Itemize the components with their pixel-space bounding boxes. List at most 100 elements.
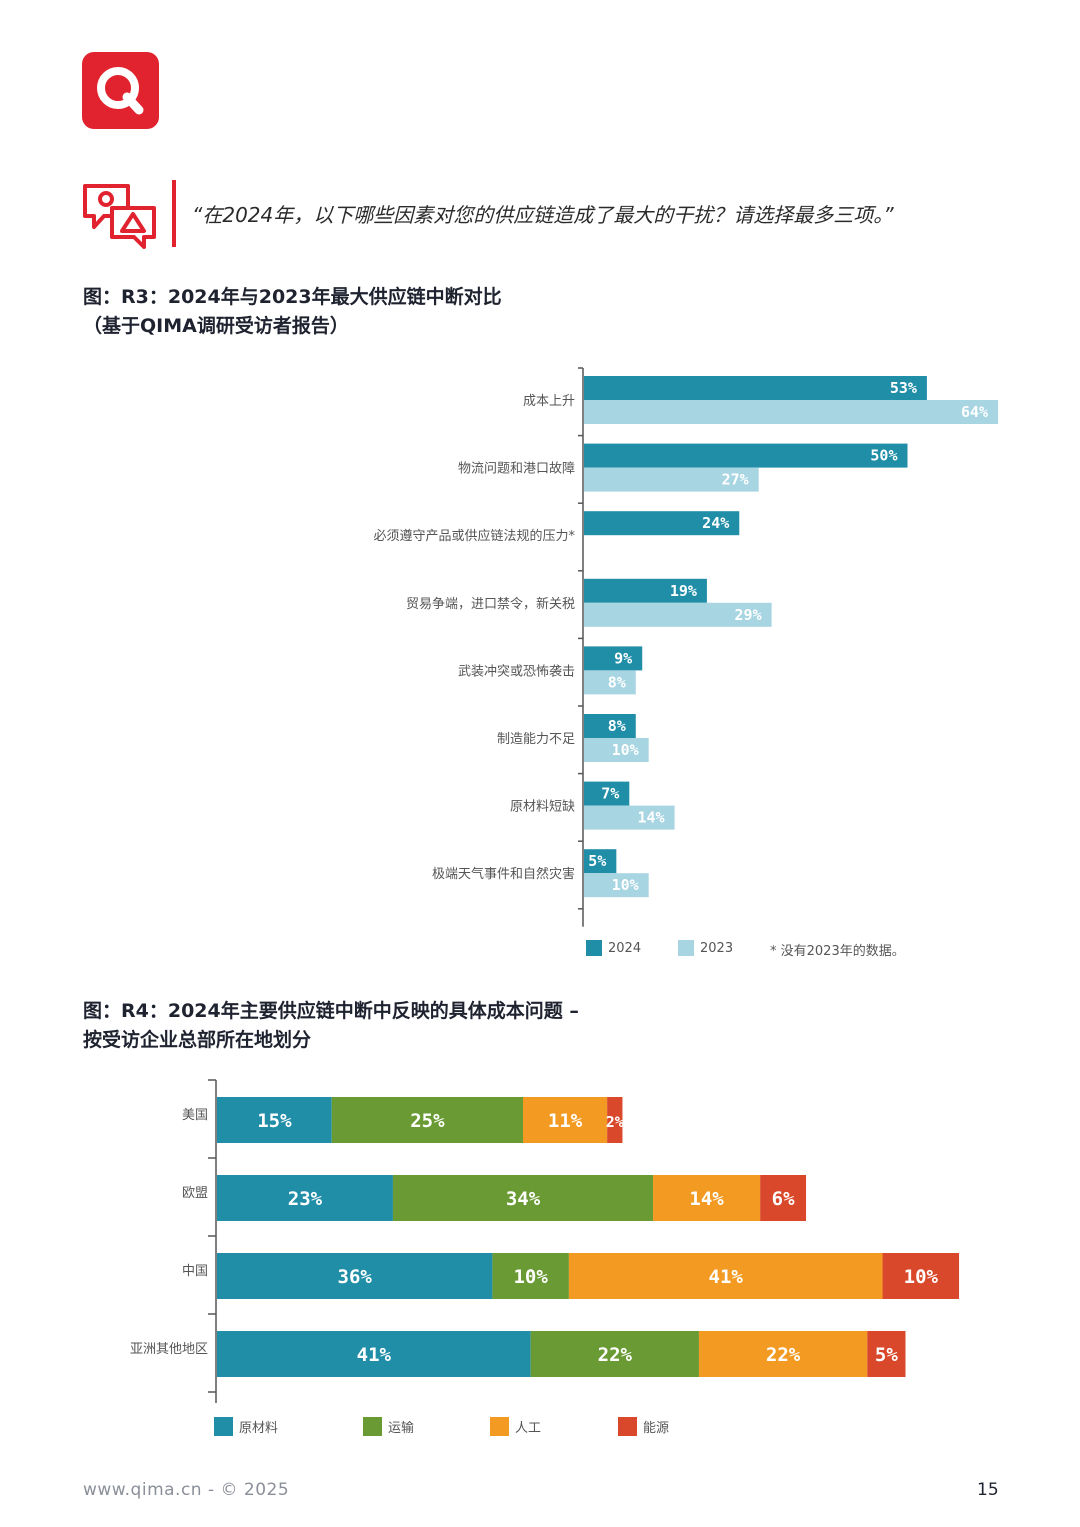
legend-swatch-raw xyxy=(214,1417,233,1436)
r4-segment-3 xyxy=(882,1253,960,1299)
r4-segment-label: 14% xyxy=(689,1188,724,1210)
r3-bar-2024 xyxy=(584,443,908,468)
r4-segment-0 xyxy=(217,1175,393,1221)
footnote-text: * 没有2023年的数据。 xyxy=(770,944,905,959)
r3-category-label: 成本上升 xyxy=(523,394,575,409)
r3-title-line2: （基于QIMA调研受访者报告） xyxy=(83,315,349,337)
r3-category-label: 制造能力不足 xyxy=(497,732,575,747)
r4-segment-label: 10% xyxy=(904,1266,939,1288)
r3-footnote: * 没有2023年的数据。 xyxy=(770,940,905,959)
r4-segment-label: 10% xyxy=(513,1266,548,1288)
r3-category-label: 武装冲突或恐怖袭击 xyxy=(458,663,575,679)
r3-bar-2024 xyxy=(584,376,927,400)
r4-segment-2 xyxy=(568,1253,883,1299)
r4-category-label: 欧盟 xyxy=(182,1186,208,1201)
r4-segment-label: 23% xyxy=(288,1188,323,1210)
r4-segment-2 xyxy=(523,1097,608,1143)
r4-category-label: 中国 xyxy=(182,1264,208,1279)
legend-label-2023: 2023 xyxy=(700,940,734,956)
legend-raw: 原材料 xyxy=(214,1417,278,1436)
r4-segment-0 xyxy=(217,1097,332,1143)
legend-swatch-energy xyxy=(618,1417,637,1436)
r4-segment-1 xyxy=(530,1331,699,1377)
r3-title-line1: 图：R3：2024年与2023年最大供应链中断对比 xyxy=(83,286,502,308)
r3-category-label: 必须遵守产品或供应链法规的压力* xyxy=(373,528,575,544)
r3-bar-2024 xyxy=(584,781,630,806)
r3-bar-label: 8% xyxy=(608,717,626,735)
r3-bar-2024 xyxy=(584,578,707,603)
r4-segment-1 xyxy=(331,1097,523,1143)
r3-bar-label: 10% xyxy=(612,876,639,894)
r4-segment-label: 36% xyxy=(338,1266,373,1288)
r4-segment-label: 25% xyxy=(410,1110,445,1132)
r4-segment-2 xyxy=(698,1331,868,1377)
r3-bar-label: 64% xyxy=(961,403,988,421)
r4-segment-label: 5% xyxy=(875,1344,898,1366)
r4-segment-label: 41% xyxy=(357,1344,392,1366)
r4-segment-3 xyxy=(867,1331,906,1377)
r4-stacked-bar-chart: 美国 15% 25% 11% 2% 欧盟 23% 34% 14% 6% 中国 36% 10% 41% 10%… xyxy=(130,1079,960,1403)
r3-bar-2023 xyxy=(584,602,772,627)
legend-swatch-2023 xyxy=(678,940,694,956)
legend-swatch-2024 xyxy=(586,940,602,956)
r3-category-label: 原材料短缺 xyxy=(510,800,575,815)
r3-category-label: 物流问题和港口故障 xyxy=(458,462,575,477)
r3-bar-2023 xyxy=(584,467,759,492)
r3-bar-2024 xyxy=(584,646,643,671)
r3-bar-label: 7% xyxy=(601,785,619,803)
r4-segment-label: 41% xyxy=(709,1266,744,1288)
r3-bar-2023 xyxy=(584,805,675,830)
r4-segment-label: 22% xyxy=(766,1344,801,1366)
legend-labor: 人工 xyxy=(490,1417,541,1436)
r4-title: 图：R4：2024年主要供应链中断中反映的具体成本问题 – 按受访企业总部所在地… xyxy=(83,997,579,1055)
legend-label-energy: 能源 xyxy=(643,1421,670,1436)
legend-2023: 2023 xyxy=(678,940,733,956)
r4-segment-label: 2% xyxy=(606,1113,624,1131)
r4-segment-label: 15% xyxy=(257,1110,292,1132)
legend-label-2024: 2024 xyxy=(608,940,642,956)
r3-bar-2024 xyxy=(584,714,636,738)
legend-swatch-transport xyxy=(363,1417,382,1436)
r4-segment-label: 34% xyxy=(506,1188,541,1210)
r3-bar-label: 24% xyxy=(702,514,729,532)
chat-bubbles-icon xyxy=(82,183,158,249)
r3-bar-label: 53% xyxy=(890,379,917,397)
legend-label-labor: 人工 xyxy=(515,1421,542,1436)
r3-bar-label: 29% xyxy=(735,606,762,624)
quote-divider xyxy=(172,180,176,247)
r4-segment-3 xyxy=(760,1175,807,1221)
r4-title-line1: 图：R4：2024年主要供应链中断中反映的具体成本问题 – xyxy=(83,1000,579,1022)
r3-bar-label: 14% xyxy=(637,809,664,827)
r3-category-label: 贸易争端，进口禁令，新关税 xyxy=(406,596,575,612)
survey-question: “在2024年，以下哪些因素对您的供应链造成了最大的干扰？请选择最多三项。” xyxy=(192,203,894,227)
r3-bar-label: 50% xyxy=(870,447,897,465)
r3-bar-2023 xyxy=(584,873,649,898)
r3-bar-2024 xyxy=(584,511,740,536)
legend-label-raw: 原材料 xyxy=(239,1421,279,1436)
r3-bar-label: 9% xyxy=(614,649,632,667)
legend-2024: 2024 xyxy=(586,940,641,956)
r3-category-label: 极端天气事件和自然灾害 xyxy=(432,866,575,882)
r3-bar-2023 xyxy=(584,738,649,762)
r4-segment-1 xyxy=(492,1253,569,1299)
r4-segment-label: 22% xyxy=(598,1344,633,1366)
legend-label-transport: 运输 xyxy=(388,1421,415,1436)
r3-bar-2023 xyxy=(584,670,636,695)
footer-site: www.qima.cn - © 2025 xyxy=(83,1480,290,1500)
r4-category-label: 美国 xyxy=(182,1108,208,1123)
r3-bar-label: 5% xyxy=(588,852,606,870)
legend-swatch-labor xyxy=(490,1417,509,1436)
r3-title: 图：R3：2024年与2023年最大供应链中断对比 （基于QIMA调研受访者报告… xyxy=(83,283,502,341)
r4-segment-3 xyxy=(607,1097,623,1143)
r4-segment-1 xyxy=(392,1175,654,1221)
r4-category-label: 亚洲其他地区 xyxy=(130,1342,208,1357)
legend-transport: 运输 xyxy=(363,1417,414,1436)
r4-title-line2: 按受访企业总部所在地划分 xyxy=(83,1029,312,1051)
qima-logo xyxy=(82,52,159,129)
r4-segment-0 xyxy=(217,1331,531,1377)
r3-bar-chart: 成本上升 53% 64% 物流问题和港口故障 50% 27% 必须遵守产品或供应链法规的压力… xyxy=(373,367,999,927)
r3-bar-2024 xyxy=(584,849,617,874)
r4-segment-0 xyxy=(217,1253,493,1299)
r3-bar-label: 19% xyxy=(670,582,697,600)
r3-bar-label: 8% xyxy=(608,673,626,691)
